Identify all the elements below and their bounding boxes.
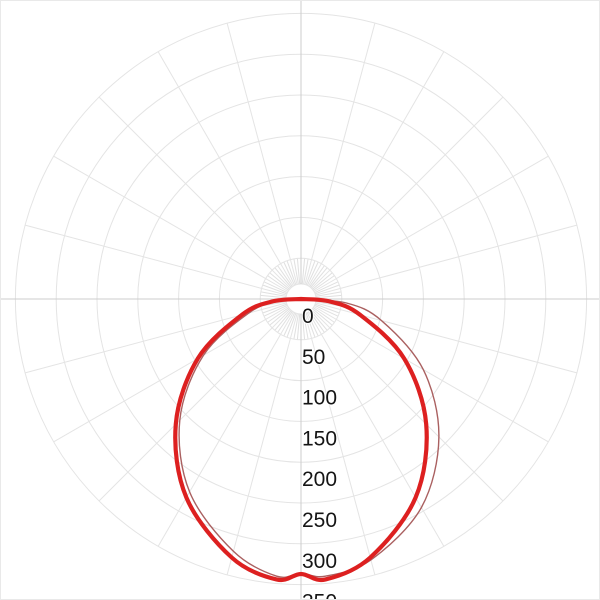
minor-tick: [301, 258, 306, 285]
minor-tick: [260, 294, 287, 299]
radial-axis-label-350: 350: [302, 591, 337, 600]
minor-tick: [306, 261, 319, 286]
minor-tick: [310, 267, 328, 288]
minor-tick: [303, 313, 309, 340]
spoke-line: [24, 224, 287, 296]
spoke-line: [98, 96, 291, 289]
spoke-line: [315, 224, 578, 296]
minor-tick: [267, 307, 289, 323]
minor-tick: [267, 275, 289, 291]
thick-red-curve: [173, 296, 429, 583]
intensity-curves: [173, 296, 440, 583]
minor-tick: [286, 312, 297, 338]
minor-tick: [283, 261, 296, 286]
minor-tick: [296, 313, 301, 340]
minor-tick: [283, 312, 296, 337]
minor-tick: [310, 310, 328, 331]
minor-tick: [315, 291, 342, 297]
spoke-line: [311, 309, 504, 502]
minor-tick: [313, 275, 335, 291]
minor-tick: [269, 272, 290, 290]
polar-grid-spokes: [24, 22, 578, 576]
radial-axis-label-100: 100: [302, 387, 337, 410]
minor-tick: [293, 313, 299, 340]
minor-tick: [293, 258, 299, 285]
minor-tick: [274, 310, 292, 331]
radial-axis-labels: 0 50 100 150 200 250 300 350: [301, 304, 338, 600]
minor-tick: [314, 284, 340, 295]
spoke-line: [304, 313, 376, 576]
radial-axis-label-200: 200: [302, 468, 337, 491]
spoke-line: [157, 311, 294, 547]
minor-tick: [262, 284, 288, 295]
minor-tick: [260, 291, 287, 297]
spoke-line: [313, 306, 549, 443]
radial-axis-label-0: 0: [302, 305, 314, 328]
spoke-line: [304, 22, 376, 285]
spoke-line: [308, 51, 445, 287]
minor-tick: [313, 307, 335, 323]
minor-tick: [312, 272, 333, 290]
spoke-line: [157, 51, 294, 287]
spoke-line: [313, 155, 549, 292]
minor-tick: [269, 308, 290, 326]
minor-tick: [309, 265, 325, 287]
minor-tick: [296, 258, 301, 285]
minor-tick: [277, 311, 293, 333]
minor-tick: [309, 311, 325, 333]
minor-tick: [263, 281, 288, 294]
minor-tick: [312, 308, 333, 326]
minor-tick: [286, 260, 297, 286]
minor-tick: [263, 304, 288, 317]
minor-tick: [277, 265, 293, 287]
radial-axis-label-250: 250: [302, 509, 337, 532]
minor-tick: [306, 312, 319, 337]
radial-axis-label-300: 300: [302, 550, 337, 573]
minor-tick: [315, 294, 342, 299]
minor-tick: [303, 258, 309, 285]
spoke-line: [53, 155, 289, 292]
minor-tick: [314, 304, 339, 317]
minor-tick: [305, 312, 316, 338]
spoke-line: [226, 22, 298, 285]
radial-axis-label-50: 50: [302, 346, 325, 369]
minor-tick: [301, 313, 306, 340]
spoke-line: [311, 96, 504, 289]
minor-tick: [262, 303, 288, 314]
spoke-line: [53, 306, 289, 443]
radial-axis-label-150: 150: [302, 427, 337, 450]
minor-tick: [314, 303, 340, 314]
minor-tick: [305, 260, 316, 286]
spoke-line: [98, 309, 291, 502]
minor-tick: [314, 281, 339, 294]
minor-tick: [274, 267, 292, 288]
spoke-line: [226, 313, 298, 576]
